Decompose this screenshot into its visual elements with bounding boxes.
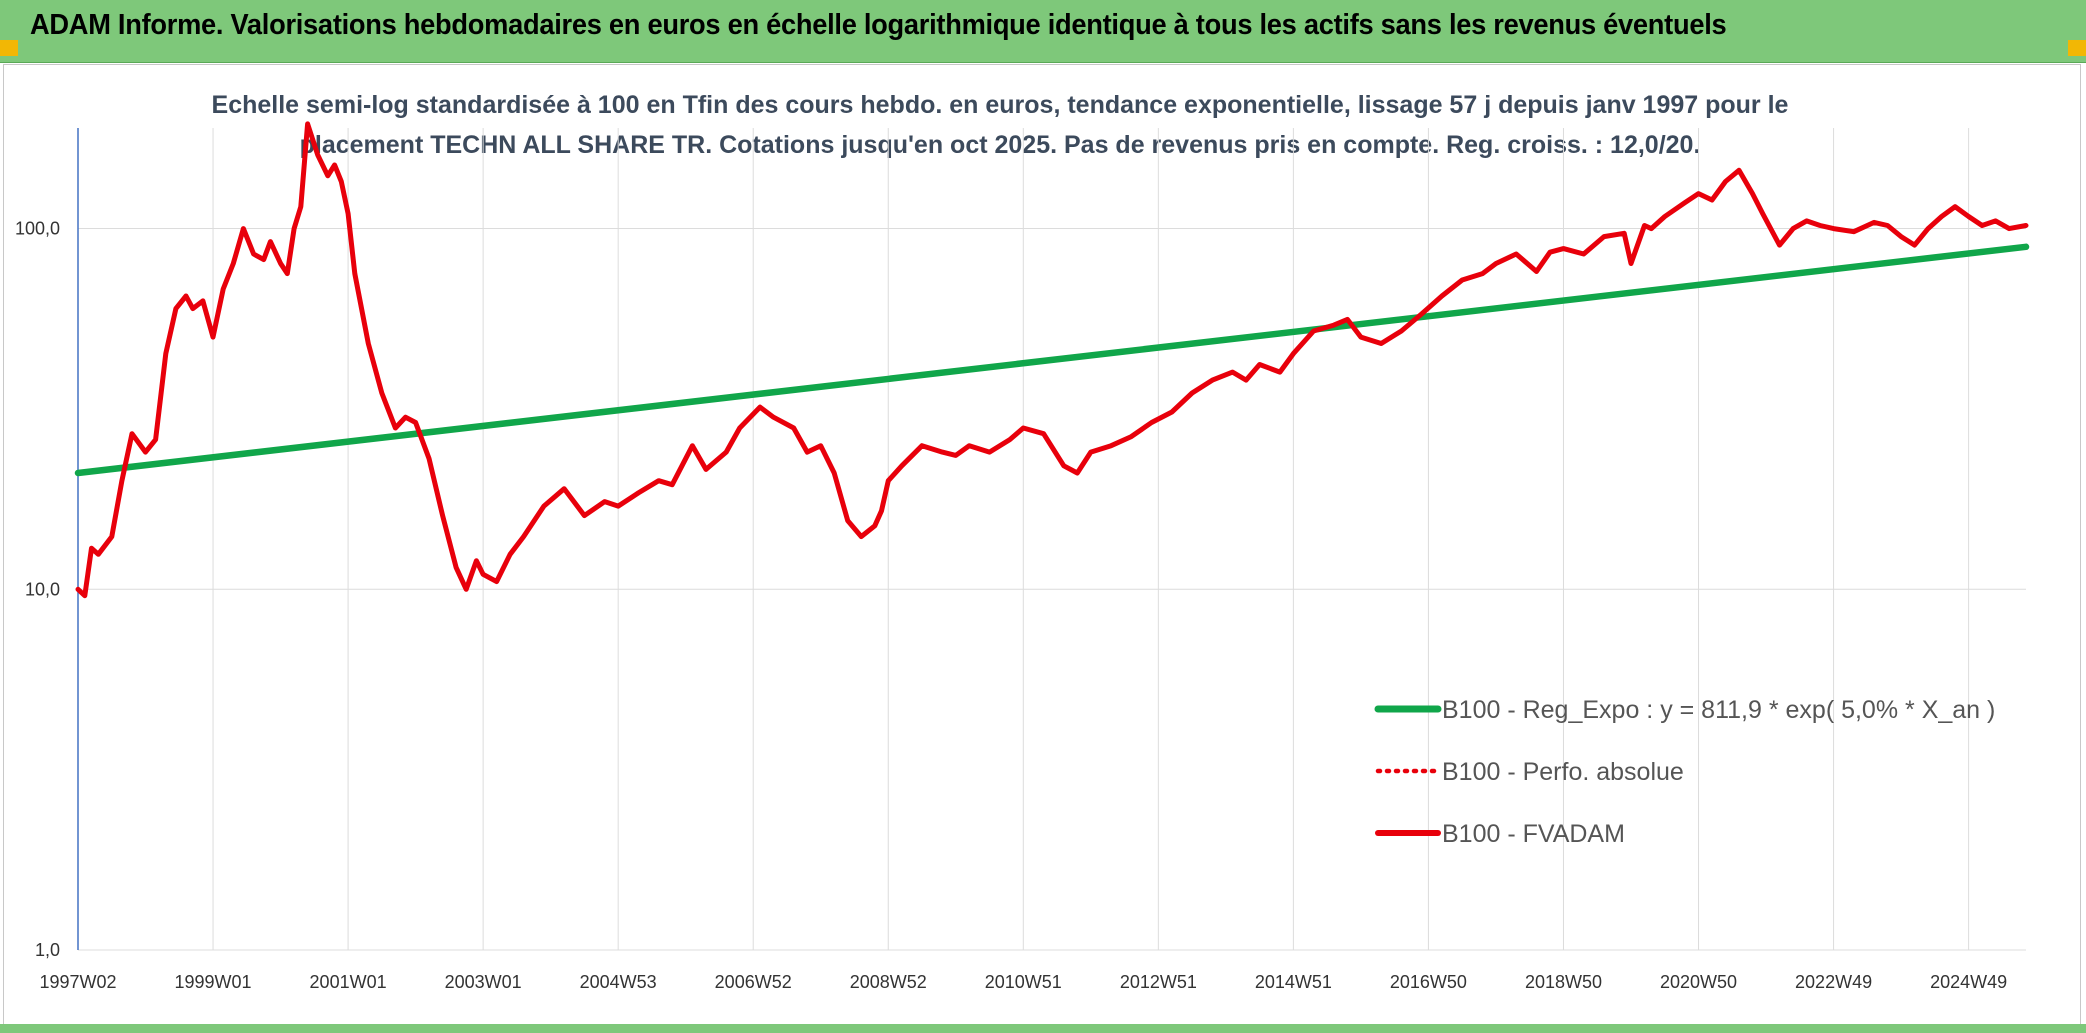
legend-label: B100 - FVADAM [1442, 820, 1625, 848]
y-tick-label: 100,0 [15, 219, 60, 239]
x-tick-label: 2012W51 [1120, 972, 1197, 992]
x-tick-label: 1999W01 [175, 972, 252, 992]
y-tick-label: 10,0 [25, 579, 60, 599]
x-tick-label: 2020W50 [1660, 972, 1737, 992]
x-tick-label: 2006W52 [715, 972, 792, 992]
x-tick-label: 2004W53 [580, 972, 657, 992]
x-tick-label: 2010W51 [985, 972, 1062, 992]
legend-label: B100 - Reg_Expo : y = 811,9 * exp( 5,0% … [1442, 696, 1995, 724]
corner-marker-left [0, 40, 18, 56]
x-tick-label: 2014W51 [1255, 972, 1332, 992]
legend-label: B100 - Perfo. absolue [1442, 758, 1684, 786]
x-tick-label: 2016W50 [1390, 972, 1467, 992]
x-tick-label: 2024W49 [1930, 972, 2007, 992]
corner-marker-right [2068, 40, 2086, 56]
chart-subtitle-line-1: Echelle semi-log standardisée à 100 en T… [211, 91, 1789, 119]
trend-line-reg-expo [74, 243, 2030, 477]
bottom-strip [0, 1024, 2086, 1033]
report-title: ADAM Informe. Valorisations hebdomadaire… [30, 9, 1727, 41]
y-tick-label: 1,0 [35, 940, 60, 960]
x-tick-label: 2022W49 [1795, 972, 1872, 992]
x-tick-label: 1997W02 [39, 972, 116, 992]
report-banner: ADAM Informe. Valorisations hebdomadaire… [0, 0, 2086, 63]
chart-subtitle-line-2: placement TECHN ALL SHARE TR. Cotations … [299, 131, 1701, 159]
x-tick-label: 2018W50 [1525, 972, 1602, 992]
x-tick-label: 2008W52 [850, 972, 927, 992]
series-line-fvadam [75, 121, 2029, 599]
x-tick-label: 2003W01 [445, 972, 522, 992]
x-tick-label: 2001W01 [310, 972, 387, 992]
